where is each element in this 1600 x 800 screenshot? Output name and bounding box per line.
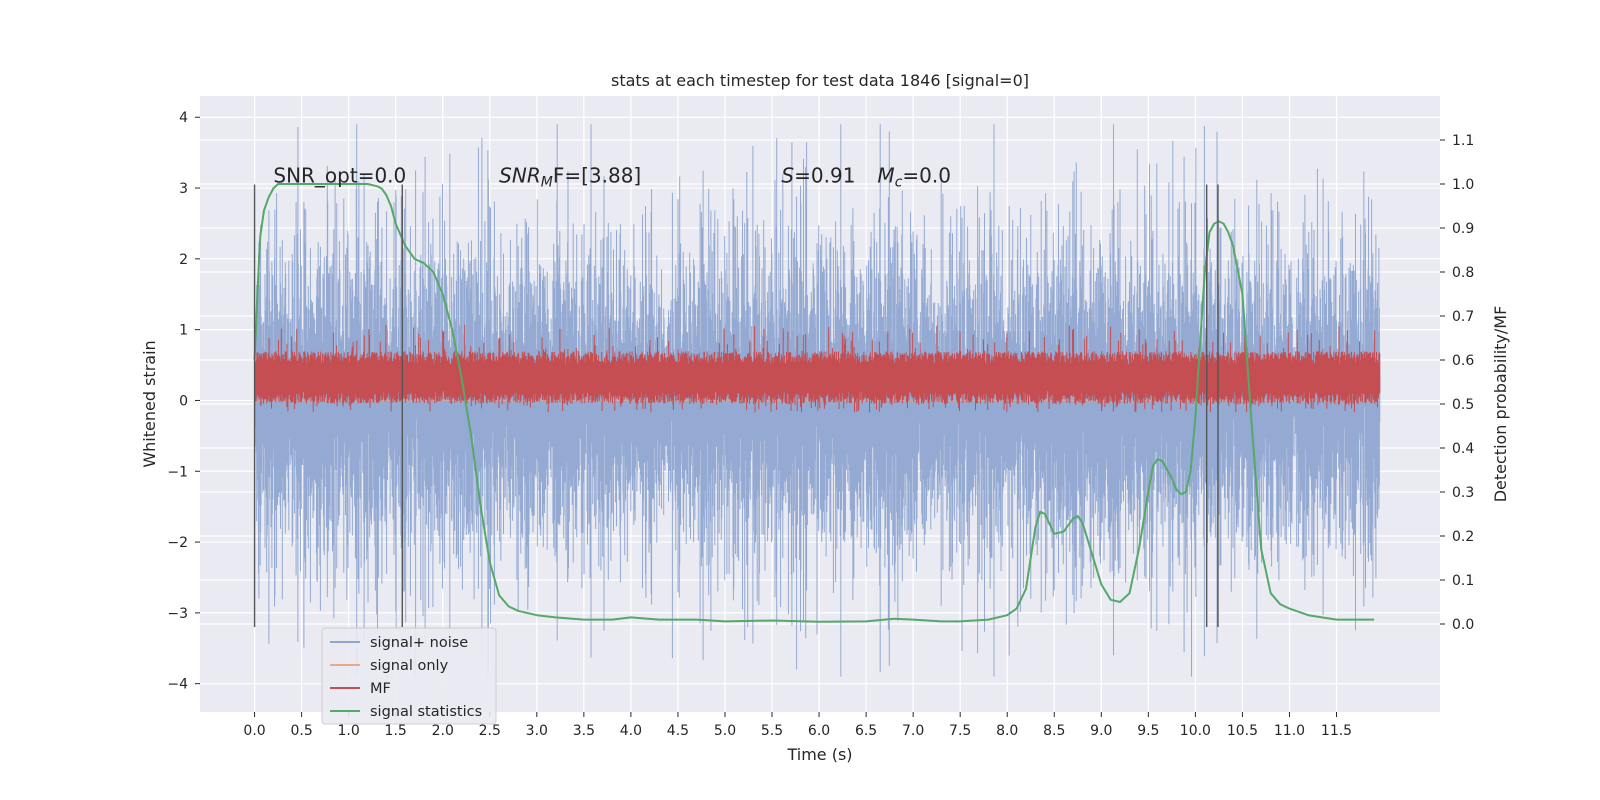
x-tick-label: 5.5 (761, 723, 783, 739)
annotation-mc-symbol: M (877, 164, 894, 188)
x-tick-label: 7.5 (949, 723, 971, 739)
x-tick-label: 0.0 (243, 723, 265, 739)
x-tick-label: 7.0 (902, 723, 924, 739)
annotation-mc-subscript: c (895, 175, 903, 191)
y-right-tick-label: 0.7 (1452, 309, 1474, 325)
x-tick-label: 11.0 (1274, 723, 1305, 739)
y-right-tick-label: 0.2 (1452, 529, 1474, 545)
annotation-snr-mf-symbol: SNR (499, 164, 541, 188)
series-signal-statistics (253, 183, 1375, 623)
legend-box (321, 627, 497, 725)
y-axis-label-right: Detection probability/MF (1491, 306, 1510, 503)
y-tick-label: −2 (167, 535, 188, 551)
x-tick-label: 1.0 (338, 723, 360, 739)
legend-entry: signal only (370, 658, 449, 674)
annotation-s-symbol: S (781, 164, 794, 188)
chart-title: stats at each timestep for test data 184… (611, 71, 1029, 90)
annotation-s-value: =0.91 (794, 164, 855, 188)
x-tick-label: 4.5 (667, 723, 689, 739)
x-tick-label: 6.5 (855, 723, 877, 739)
y-right-tick-label: 1.1 (1452, 133, 1474, 149)
y-tick-label: −1 (167, 464, 188, 480)
x-tick-label: 8.0 (996, 723, 1018, 739)
annotation-snr-mf: SNRMF=[3.88] (499, 164, 641, 191)
y-right-tick-label: 0.9 (1452, 221, 1474, 237)
y-right-tick-label: 0.0 (1452, 617, 1474, 633)
x-tick-label: 10.0 (1180, 723, 1211, 739)
plot-content (253, 124, 1381, 677)
x-tick-label: 6.0 (808, 723, 830, 739)
x-tick-label: 3.5 (573, 723, 595, 739)
y-tick-label: 1 (179, 323, 188, 339)
y-right-tick-label: 0.4 (1452, 441, 1474, 457)
x-tick-label: 9.5 (1137, 723, 1159, 739)
y-right-tick-label: 0.8 (1452, 265, 1474, 281)
x-tick-label: 10.5 (1227, 723, 1258, 739)
y-right-tick-label: 0.5 (1452, 397, 1474, 413)
y-tick-label: 4 (179, 110, 188, 126)
x-tick-label: 5.0 (714, 723, 736, 739)
legend-entry: signal+ noise (370, 635, 468, 651)
y-tick-label: 2 (179, 252, 188, 268)
y-right-tick-label: 0.3 (1452, 485, 1474, 501)
y-tick-label: 0 (179, 393, 188, 409)
legend: signal+ noise signal only MF signal statist… (321, 627, 497, 725)
y-axis-label: Whitened strain (140, 340, 159, 467)
y-right-tick-label: 1.0 (1452, 177, 1474, 193)
x-tick-label: 4.0 (620, 723, 642, 739)
x-tick-label: 2.5 (479, 723, 501, 739)
axes: 0.0 0.5 1.0 1.5 2.0 2.5 3.0 3.5 4.0 4.5 5.0 5.5 6.0 6… (167, 110, 1474, 739)
x-tick-label: 1.5 (385, 723, 407, 739)
y-tick-label: 3 (179, 181, 188, 197)
legend-entry: MF (370, 681, 391, 697)
y-tick-label: −4 (167, 677, 188, 693)
annotation-s-mc: S=0.91 Mc=0.0 (781, 164, 951, 191)
x-tick-label: 9.0 (1090, 723, 1112, 739)
x-tick-label: 0.5 (290, 723, 312, 739)
annotation-mc-value: =0.0 (902, 164, 951, 188)
y-tick-label: −3 (167, 606, 188, 622)
x-tick-label: 3.0 (526, 723, 548, 739)
x-axis-label: Time (s) (786, 745, 852, 764)
x-tick-label: 2.0 (432, 723, 454, 739)
annotation-snr-mf-value: F=[3.88] (553, 164, 641, 188)
annotation-snr-mf-subscript: M (541, 175, 553, 191)
y-right-tick-label: 0.1 (1452, 573, 1474, 589)
annotation-snr-opt: SNR_opt=0.0 (273, 164, 406, 188)
x-tick-label: 8.5 (1043, 723, 1065, 739)
y-right-tick-label: 0.6 (1452, 353, 1474, 369)
x-tick-label: 11.5 (1321, 723, 1352, 739)
legend-entry: signal statistics (370, 704, 482, 720)
